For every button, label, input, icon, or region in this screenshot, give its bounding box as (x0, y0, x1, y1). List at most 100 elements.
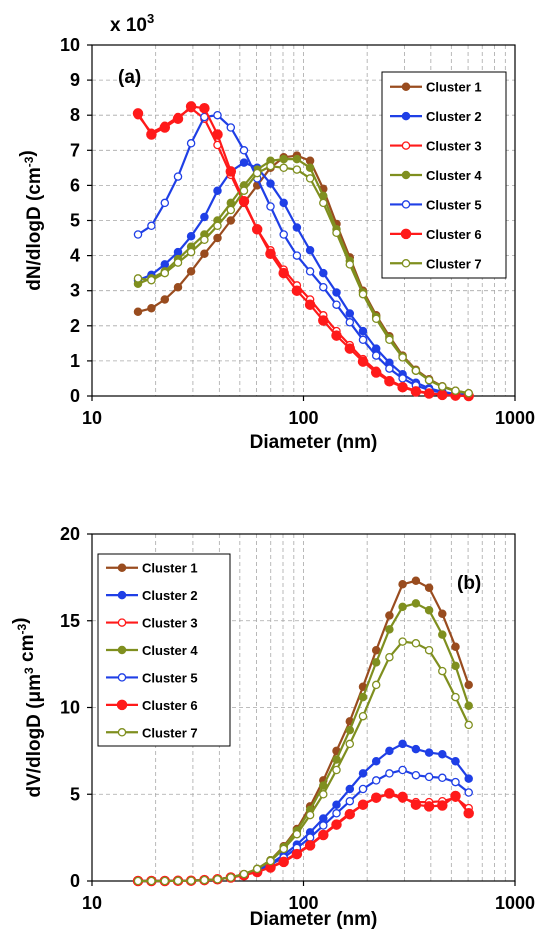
data-point (437, 389, 448, 401)
data-point (385, 364, 394, 373)
y-multiplier-label: x 103 (110, 11, 154, 36)
data-point (385, 746, 394, 756)
data-point (438, 382, 447, 391)
data-point (398, 353, 407, 362)
data-point (279, 163, 288, 173)
data-point (344, 808, 356, 820)
data-point (411, 744, 421, 754)
data-point (424, 375, 434, 385)
data-point (451, 386, 460, 395)
data-point (172, 113, 184, 124)
data-point (384, 788, 395, 799)
data-point (371, 757, 381, 766)
data-point (424, 606, 434, 615)
y-axis-label: dV/dlogD (μm3 cm-3) (10, 618, 45, 798)
data-point (133, 307, 143, 317)
data-point (173, 282, 183, 292)
data-point (159, 122, 171, 133)
legend-swatch-marker (401, 170, 411, 180)
data-point (398, 739, 407, 749)
data-point (213, 875, 222, 884)
data-point (451, 777, 460, 787)
data-point (371, 680, 381, 690)
data-point (371, 314, 381, 324)
legend-label: Cluster 5 (426, 197, 482, 212)
data-point (305, 174, 315, 183)
legend-label: Cluster 7 (142, 725, 198, 740)
y-tick-label: 5 (70, 784, 80, 804)
data-point (345, 260, 355, 269)
data-point (451, 642, 460, 652)
data-point (238, 195, 250, 207)
data-point (358, 711, 368, 721)
legend-item: Cluster 6 (390, 227, 482, 242)
data-point (371, 351, 381, 360)
data-point (213, 233, 222, 243)
data-point (173, 172, 183, 181)
data-point (345, 796, 355, 806)
data-point (332, 228, 341, 238)
data-point (251, 224, 263, 235)
series-group (132, 576, 474, 887)
y-tick-label: 2 (70, 316, 80, 336)
y-tick-label: 7 (70, 140, 80, 160)
data-point (345, 739, 355, 749)
data-point (371, 658, 381, 667)
data-point (291, 848, 303, 860)
legend-swatch-marker (401, 259, 411, 268)
data-point (438, 630, 447, 639)
data-point (305, 163, 315, 173)
legend-swatch-marker (400, 228, 412, 240)
data-point (133, 274, 143, 283)
data-point (279, 844, 288, 854)
data-point (160, 260, 170, 269)
data-point (200, 249, 209, 259)
x-tick-label: 1000 (495, 408, 535, 428)
panel-label: (a) (118, 67, 141, 88)
data-point (160, 295, 170, 304)
data-point (398, 602, 407, 612)
data-point (438, 750, 447, 759)
legend: Cluster 1 Cluster 2 Cluster 3 Cluster 4 Clus… (381, 71, 507, 279)
x-axis-label: Diameter (nm) (250, 909, 378, 930)
legend-swatch-marker (117, 618, 127, 627)
legend-label: Cluster 3 (426, 139, 482, 154)
legend-item: Cluster 6 (106, 698, 198, 713)
legend-item: Cluster 4 (390, 168, 482, 183)
y-tick-label: 9 (70, 70, 80, 90)
data-point (186, 139, 196, 148)
data-point (279, 198, 288, 208)
data-point (411, 639, 421, 648)
legend-label: Cluster 3 (142, 616, 198, 631)
legend-item: Cluster 5 (390, 197, 482, 212)
data-point (358, 692, 368, 702)
data-point (213, 186, 222, 195)
data-point (357, 356, 369, 367)
data-point (226, 205, 236, 215)
data-point (160, 876, 170, 886)
data-point (186, 876, 196, 885)
data-point (411, 576, 421, 586)
data-point (410, 386, 422, 397)
data-point (358, 784, 368, 794)
y-tick-label: 0 (70, 386, 80, 406)
data-point (464, 788, 473, 797)
data-point (279, 230, 288, 239)
data-point (332, 288, 341, 297)
data-point (358, 335, 368, 345)
legend-label: Cluster 2 (142, 588, 198, 603)
legend-swatch-marker (117, 673, 127, 682)
data-point (451, 692, 460, 702)
legend-item: Cluster 5 (106, 670, 198, 685)
y-tick-label: 15 (60, 611, 80, 631)
data-point (464, 388, 473, 398)
data-point (370, 792, 382, 803)
data-point (397, 791, 408, 803)
data-point (292, 154, 302, 164)
data-point (344, 343, 356, 354)
data-point (357, 799, 369, 810)
data-point (464, 720, 473, 730)
legend-label: Cluster 4 (142, 643, 198, 658)
data-point (345, 309, 355, 318)
legend-swatch-marker (401, 200, 411, 209)
